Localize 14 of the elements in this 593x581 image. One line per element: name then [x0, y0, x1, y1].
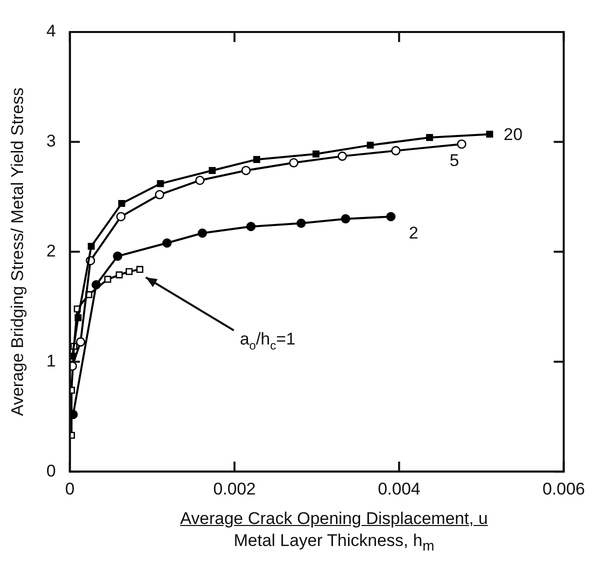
x-tick-label: 0.006	[542, 479, 586, 498]
x-axis-title: Average Crack Opening Displacement, u Metal Layer Thickness, h$_{m}$	[179, 508, 489, 556]
series-label: 2	[408, 224, 418, 243]
x-tick-label: 0.002	[213, 479, 256, 498]
y-tick-label: 1	[46, 351, 56, 370]
y-tick-label: 2	[46, 241, 56, 260]
x-tick-label: 0.004	[378, 479, 420, 498]
y-tick-label: 4	[46, 22, 56, 41]
series-label: 5	[450, 151, 460, 170]
y-tick-label: 0	[46, 461, 56, 480]
x-tick-label: 0	[65, 479, 75, 498]
y-tick-label: 3	[46, 132, 56, 151]
series-label: 20	[504, 125, 523, 144]
y-axis-title: Average Bridging Stress/ Metal Yield Stress	[8, 88, 27, 416]
